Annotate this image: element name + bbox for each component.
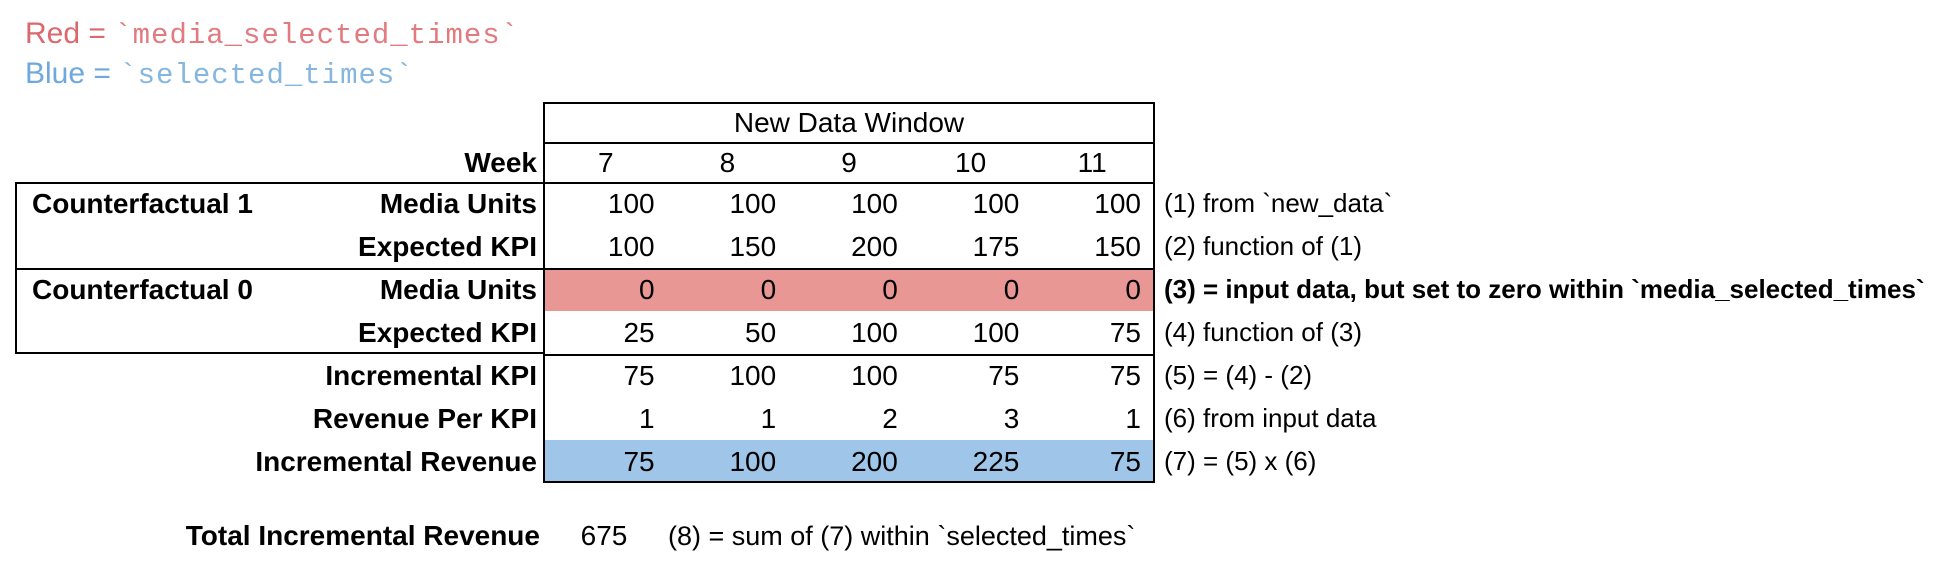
table-cell: 100 bbox=[851, 360, 898, 391]
annotation-5: (5) = (4) - (2) bbox=[1164, 360, 1313, 390]
table-cell: 1 bbox=[1125, 403, 1141, 434]
divider-below-week-row bbox=[543, 182, 1155, 184]
table-cell: 0 bbox=[760, 274, 777, 305]
divider-below-counterfactual0 bbox=[543, 354, 1155, 356]
week-header-cell: 10 bbox=[955, 147, 987, 178]
row-label-expected-kpi-cf0: Expected KPI bbox=[358, 317, 537, 348]
table-cell: 100 bbox=[607, 231, 655, 262]
table-cell: 75 bbox=[1109, 446, 1141, 477]
table-cell: 100 bbox=[851, 317, 898, 348]
table-cell: 225 bbox=[972, 446, 1020, 477]
table-cell: 75 bbox=[623, 446, 655, 477]
annotation-7: (7) = (5) x (6) bbox=[1164, 446, 1317, 476]
annotation-4: (4) function of (3) bbox=[1164, 317, 1362, 347]
left-box-divider bbox=[15, 268, 545, 270]
divider-between-counterfactuals bbox=[543, 268, 1155, 270]
group-label-counterfactual-1: Counterfactual 1 bbox=[32, 188, 253, 219]
new-data-window-header: New Data Window bbox=[543, 102, 1155, 144]
legend-red-code: `media_selected_times` bbox=[114, 19, 520, 52]
table-cell: 75 bbox=[988, 360, 1020, 391]
table-cell: 50 bbox=[745, 317, 777, 348]
annotation-6: (6) from input data bbox=[1164, 403, 1377, 433]
table-cell: 150 bbox=[1094, 231, 1141, 262]
week-header-cell: 8 bbox=[719, 147, 736, 178]
table-cell: 3 bbox=[1003, 403, 1020, 434]
legend-red: Red = `media_selected_times` bbox=[25, 14, 519, 54]
table-cell: 100 bbox=[729, 188, 777, 219]
table-cell: 200 bbox=[851, 446, 898, 477]
row-label-revenue-per-kpi: Revenue Per KPI bbox=[312, 403, 537, 434]
week-header-cell: 11 bbox=[1077, 147, 1107, 178]
table-cell: 100 bbox=[851, 188, 898, 219]
table-cell: 75 bbox=[1109, 360, 1141, 391]
legend-red-label: Red = bbox=[25, 17, 115, 50]
table-cell: 100 bbox=[1094, 188, 1141, 219]
table-cell: 200 bbox=[851, 231, 898, 262]
row-label-incremental-kpi: Incremental KPI bbox=[325, 360, 537, 391]
table-cell: 100 bbox=[972, 317, 1020, 348]
table-cell: 75 bbox=[1109, 317, 1141, 348]
week-header-row: 7 8 9 10 11 bbox=[545, 144, 1153, 182]
table-row-expected-kpi-cf1: 100 150 200 175 150 bbox=[545, 225, 1153, 268]
red-highlight-media-selected-times bbox=[545, 270, 1153, 311]
table-row-revenue-per-kpi: 1 1 2 3 1 bbox=[545, 397, 1153, 440]
table-cell: 25 bbox=[623, 317, 655, 348]
annotation-3: (3) = input data, but set to zero within… bbox=[1164, 274, 1925, 304]
annotation-1: (1) from `new_data` bbox=[1164, 188, 1393, 218]
group-label-counterfactual-0: Counterfactual 0 bbox=[32, 274, 253, 305]
legend-blue-code: `selected_times` bbox=[119, 59, 414, 92]
table-cell: 100 bbox=[972, 188, 1020, 219]
row-label-media-units-cf1: Media Units bbox=[379, 188, 537, 219]
table-cell: 2 bbox=[882, 403, 898, 434]
annotation-8: (8) = sum of (7) within `selected_times` bbox=[668, 521, 1136, 551]
row-label-incremental-revenue: Incremental Revenue bbox=[255, 446, 537, 477]
table-cell: 1 bbox=[639, 403, 655, 434]
blue-highlight-selected-times bbox=[545, 440, 1153, 481]
table-row-incremental-revenue: 75 100 200 225 75 bbox=[545, 440, 1153, 483]
week-row-label: Week bbox=[464, 147, 537, 178]
table-cell: 0 bbox=[882, 274, 898, 305]
week-header-cell: 7 bbox=[598, 147, 614, 178]
table-cell: 0 bbox=[1125, 274, 1141, 305]
week-header-cell: 9 bbox=[841, 147, 857, 178]
row-label-expected-kpi-cf1: Expected KPI bbox=[358, 231, 537, 262]
table-cell: 0 bbox=[639, 274, 655, 305]
total-incremental-revenue-label: Total Incremental Revenue bbox=[185, 520, 540, 551]
table-cell: 150 bbox=[729, 231, 777, 262]
legend-blue-label: Blue = bbox=[25, 57, 120, 90]
table-cell: 100 bbox=[607, 188, 655, 219]
table-row-incremental-kpi: 75 100 100 75 75 bbox=[545, 354, 1153, 397]
table-cell: 175 bbox=[972, 231, 1020, 262]
table-row-media-units-cf0: 0 0 0 0 0 bbox=[545, 268, 1153, 311]
total-incremental-revenue-value: 675 bbox=[580, 520, 628, 551]
table-row-expected-kpi-cf0: 25 50 100 100 75 bbox=[545, 311, 1153, 354]
table-cell: 75 bbox=[623, 360, 655, 391]
table-cell: 100 bbox=[729, 446, 777, 477]
table-cell: 100 bbox=[729, 360, 777, 391]
legend-blue: Blue = `selected_times` bbox=[25, 54, 414, 94]
row-label-media-units-cf0: Media Units bbox=[379, 274, 537, 305]
annotation-2: (2) function of (1) bbox=[1164, 231, 1362, 261]
table-row-media-units-cf1: 100 100 100 100 100 bbox=[545, 182, 1153, 225]
table-cell: 0 bbox=[1003, 274, 1020, 305]
table-cell: 1 bbox=[760, 403, 777, 434]
